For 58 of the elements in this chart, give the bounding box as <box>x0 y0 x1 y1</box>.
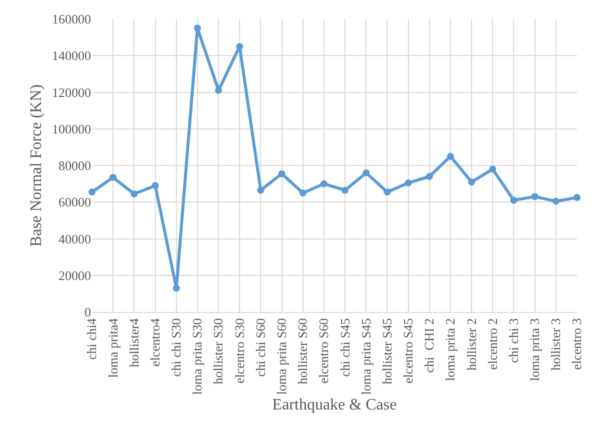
x-tick-label: loma prita 3 <box>527 318 542 382</box>
y-tick-label: 140000 <box>52 48 91 64</box>
point <box>404 179 412 186</box>
point <box>88 188 96 196</box>
point <box>489 166 496 173</box>
point <box>194 24 201 32</box>
x-tick-label: elcentro 2 <box>484 318 500 370</box>
y-tick-label: 60000 <box>58 194 91 210</box>
point <box>152 182 159 190</box>
x-tick-label: chi CHI 2 <box>422 318 437 373</box>
point <box>342 186 349 194</box>
x-axis-title: Earthquake & Case <box>272 396 397 414</box>
x-tick-label: hollister 2 <box>464 318 479 371</box>
x-tick-label: hollister 3 <box>548 318 564 371</box>
point <box>552 198 560 205</box>
point <box>110 174 117 181</box>
point <box>299 189 306 196</box>
point <box>278 170 286 178</box>
x-tick-label: elcentro4 <box>147 318 162 367</box>
point <box>130 190 138 198</box>
x-tick-label: loma prita S45 <box>358 318 374 395</box>
x-tick-label: hollister4 <box>126 318 142 368</box>
point <box>384 188 391 196</box>
x-tick-label: elcentro S30 <box>232 318 247 384</box>
y-tick-label: 160000 <box>52 12 91 27</box>
y-tick-label: 20000 <box>58 268 91 283</box>
x-tick-label: loma prita 2 <box>442 318 458 382</box>
x-tick-label: elcentro S45 <box>400 318 416 384</box>
x-tick-label: hollister S60 <box>295 318 310 384</box>
point <box>468 178 476 186</box>
point <box>446 152 454 160</box>
x-tick-label: loma prita4 <box>105 318 120 378</box>
x-tick-label: elcentro S60 <box>316 318 332 384</box>
point <box>172 284 180 292</box>
point <box>574 194 580 202</box>
point <box>426 172 433 180</box>
point <box>320 180 328 188</box>
y-tick-label: 120000 <box>52 84 91 100</box>
x-tick-label: hollister S30 <box>210 318 226 384</box>
y-tick-label: 100000 <box>52 121 91 136</box>
y-tick-label: 80000 <box>58 158 91 174</box>
x-tick-label: chi chi S45 <box>337 318 352 377</box>
x-tick-label: chi chi S60 <box>252 318 268 377</box>
y-tick-label: 0 <box>84 304 91 320</box>
point <box>362 169 370 176</box>
x-tick-label: elcentro 3 <box>569 318 584 370</box>
x-tick-label: hollister S45 <box>379 318 394 384</box>
point <box>531 193 538 200</box>
x-tick-label: chi chi4 <box>84 318 100 360</box>
x-tick-label: loma prita S60 <box>274 318 290 395</box>
y-axis-title: Base Normal Force (KN) <box>28 84 45 247</box>
x-tick-label: loma prita S30 <box>190 318 205 395</box>
y-tick-label: 40000 <box>58 231 91 246</box>
point <box>257 186 264 194</box>
point <box>510 196 518 204</box>
x-tick-label: chi chi 3 <box>506 318 521 363</box>
point <box>236 42 244 50</box>
x-tick-label: chi chi S30 <box>168 318 184 377</box>
